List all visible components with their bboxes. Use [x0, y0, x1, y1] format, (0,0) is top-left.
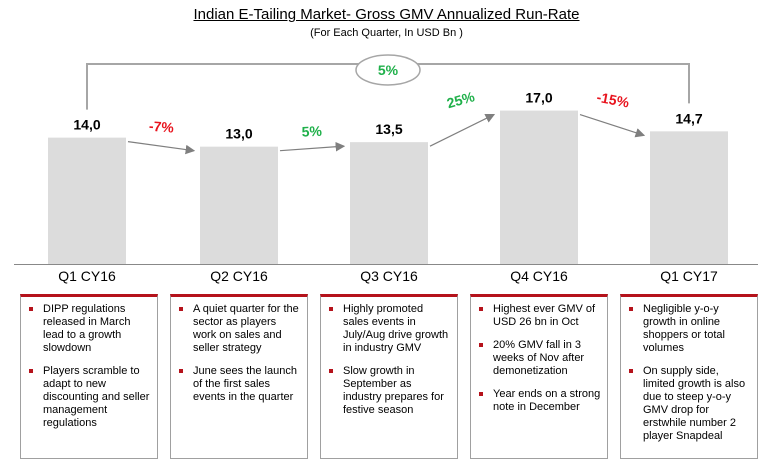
bar-4 [500, 110, 578, 264]
note-bullet: On supply side, limited growth is also d… [627, 365, 751, 443]
note-list: Negligible y-o-y growth in online shoppe… [627, 303, 751, 443]
note-bullet: Highly promoted sales events in July/Aug… [327, 303, 451, 355]
value-label-2: 13,0 [225, 126, 252, 142]
growth-label-2: 5% [301, 123, 322, 140]
bar-1 [48, 137, 126, 264]
note-bullet: Players scramble to adapt to new discoun… [27, 365, 151, 430]
note-bullet: Negligible y-o-y growth in online shoppe… [627, 303, 751, 355]
note-list: DIPP regulations released in March lead … [27, 303, 151, 430]
x-axis-line [14, 264, 758, 265]
note-bullet: June sees the launch of the first sales … [177, 365, 301, 404]
note-bullet: Highest ever GMV of USD 26 bn in Oct [477, 303, 601, 329]
growth-label-3: 25% [445, 88, 477, 111]
note-bullet: Year ends on a strong note in December [477, 388, 601, 414]
note-box-3: Highly promoted sales events in July/Aug… [320, 294, 458, 459]
overall-growth-bubble [355, 54, 421, 86]
chart-subtitle: (For Each Quarter, In USD Bn ) [310, 27, 463, 39]
category-label-5: Q1 CY17 [660, 268, 718, 284]
growth-arrow-3 [429, 113, 496, 147]
note-list: Highest ever GMV of USD 26 bn in Oct 20% … [477, 303, 601, 414]
note-box-4: Highest ever GMV of USD 26 bn in Oct 20% … [470, 294, 608, 459]
note-bullet: DIPP regulations released in March lead … [27, 303, 151, 355]
note-box-5: Negligible y-o-y growth in online shoppe… [620, 294, 758, 459]
overall-growth-label: 5% [378, 62, 399, 78]
note-bullet: 20% GMV fall in 3 weeks of Nov after dem… [477, 339, 601, 378]
category-label-2: Q2 CY16 [210, 268, 268, 284]
chart-title: Indian E-Tailing Market- Gross GMV Annua… [193, 6, 580, 23]
category-label-3: Q3 CY16 [360, 268, 418, 284]
bar-2 [200, 146, 278, 264]
note-bullet: A quiet quarter for the sector as player… [177, 303, 301, 355]
value-label-1: 14,0 [73, 117, 100, 133]
note-list: Highly promoted sales events in July/Aug… [327, 303, 451, 417]
growth-arrow-2 [279, 141, 346, 152]
bar-chart: 14,0 13,0 13,5 17,0 14,7 -7% 5% 25% -15% 5% [48, 54, 728, 264]
note-box-1: DIPP regulations released in March lead … [20, 294, 158, 459]
category-label-4: Q4 CY16 [510, 268, 568, 284]
growth-arrow-1 [127, 141, 196, 155]
bar-5 [650, 131, 728, 264]
note-bullet: Slow growth in September as industry pre… [327, 365, 451, 417]
growth-label-1: -7% [148, 118, 175, 136]
category-label-1: Q1 CY16 [58, 268, 116, 284]
growth-arrow-4 [579, 113, 646, 138]
note-list: A quiet quarter for the sector as player… [177, 303, 301, 404]
value-label-5: 14,7 [675, 110, 702, 126]
growth-label-4: -15% [595, 89, 631, 111]
bar-3 [350, 142, 428, 264]
note-box-2: A quiet quarter for the sector as player… [170, 294, 308, 459]
value-label-3: 13,5 [375, 121, 402, 137]
value-label-4: 17,0 [525, 90, 552, 106]
